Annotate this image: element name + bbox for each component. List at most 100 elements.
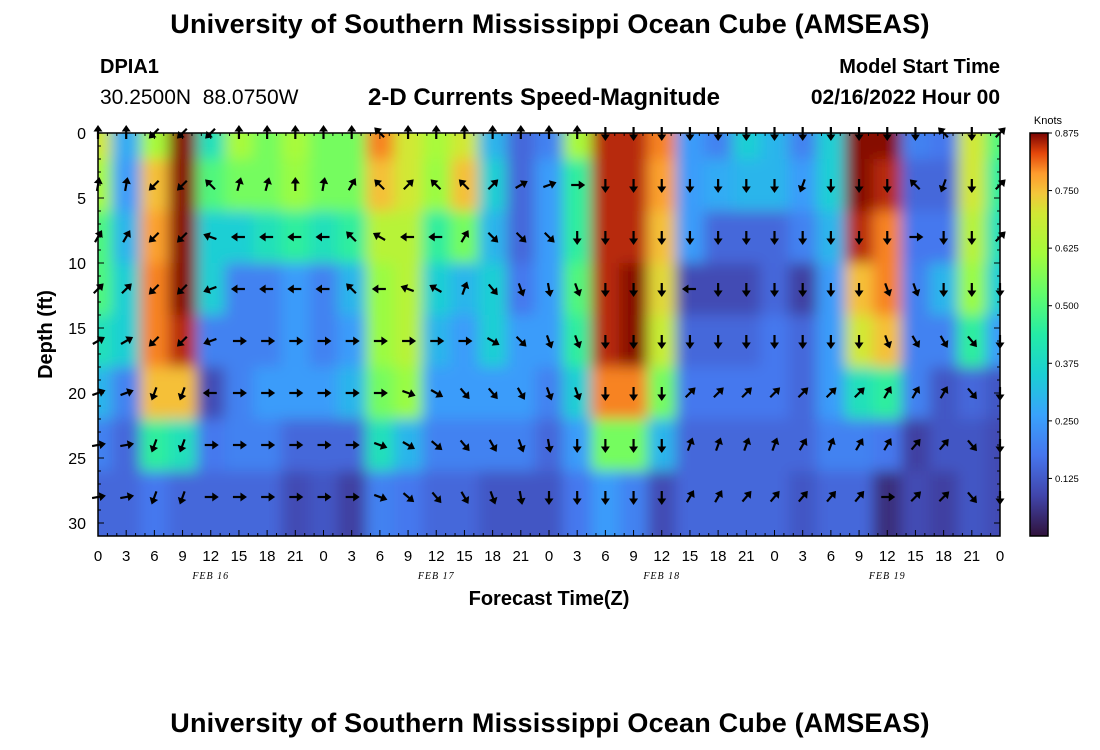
x-tick-label: 9 — [178, 548, 186, 565]
current-arrow — [544, 438, 554, 453]
current-arrow — [148, 283, 160, 295]
current-arrow — [290, 177, 300, 191]
x-tick-label: 18 — [259, 548, 276, 565]
x-tick-label: 21 — [512, 548, 529, 565]
current-arrow — [572, 491, 582, 505]
colorbar-unit: Knots — [1034, 115, 1063, 127]
current-arrow — [685, 335, 695, 349]
current-arrow — [261, 388, 276, 398]
heat-cell — [98, 159, 113, 212]
heat-cell — [112, 471, 141, 536]
heat-cell — [985, 367, 1000, 420]
current-arrow — [657, 179, 667, 193]
heat-cell — [760, 471, 790, 536]
x-tick-label: 3 — [348, 548, 356, 565]
current-arrow — [854, 283, 864, 297]
current-arrow — [854, 335, 864, 349]
heat-cell — [112, 133, 141, 160]
current-arrow — [289, 388, 304, 398]
current-arrow — [741, 179, 751, 193]
current-arrow — [572, 231, 582, 245]
current-arrow — [827, 437, 836, 452]
current-arrow — [938, 178, 948, 193]
current-arrow — [826, 490, 837, 503]
heat-cell — [478, 133, 508, 160]
current-arrow — [515, 335, 527, 347]
current-arrow — [460, 281, 470, 296]
heat-cell — [196, 471, 226, 536]
x-tick-label: 3 — [122, 548, 130, 565]
current-arrow — [317, 336, 332, 346]
current-arrow — [629, 387, 639, 401]
current-arrow — [713, 283, 723, 297]
current-arrow — [177, 386, 187, 401]
current-arrow — [714, 437, 723, 452]
current-arrow — [881, 492, 896, 502]
model-start-label: Model Start Time — [839, 56, 1000, 78]
heat-cell — [337, 133, 367, 160]
heat-cell — [253, 133, 282, 160]
current-arrow — [600, 439, 610, 453]
y-tick-label: 20 — [68, 386, 86, 403]
current-arrow — [629, 283, 639, 297]
heat-cell — [732, 133, 761, 160]
current-arrow — [315, 232, 330, 242]
heat-cell — [647, 133, 677, 160]
current-arrow — [629, 335, 639, 349]
current-arrow — [263, 177, 272, 192]
heat-cell — [844, 471, 874, 536]
current-arrow — [713, 335, 723, 349]
current-arrow — [797, 387, 809, 399]
current-arrow — [345, 388, 360, 398]
current-arrow — [487, 283, 498, 296]
heat-cell — [957, 133, 987, 160]
current-arrow — [909, 179, 921, 191]
current-arrow — [938, 438, 949, 451]
current-arrow — [571, 180, 586, 190]
heat-cell — [393, 133, 423, 160]
current-arrow — [826, 179, 836, 193]
x-tick-label: 6 — [150, 548, 158, 565]
current-arrow — [939, 231, 949, 245]
date-label: FEB 17 — [417, 571, 455, 582]
current-arrow — [769, 387, 781, 399]
colorbar-tick-label: 0.625 — [1055, 244, 1079, 255]
current-arrow — [657, 491, 667, 505]
current-arrow — [459, 387, 470, 400]
current-arrow — [770, 231, 779, 245]
heat-cell — [534, 471, 564, 536]
current-arrow — [770, 335, 779, 349]
heat-cell — [224, 471, 254, 536]
heat-cell — [873, 133, 902, 160]
x-tick-label: 18 — [935, 548, 952, 565]
x-tick-label: 9 — [629, 548, 637, 565]
heat-cell — [675, 471, 705, 536]
current-arrow — [122, 230, 131, 243]
x-tick-label: 6 — [601, 548, 609, 565]
current-arrow — [855, 438, 864, 451]
current-arrow — [797, 490, 808, 503]
current-arrow — [458, 336, 473, 346]
x-tick-label: 12 — [428, 548, 445, 565]
current-arrow — [204, 440, 219, 450]
x-tick-label: 21 — [738, 548, 755, 565]
current-arrow — [939, 386, 949, 399]
current-arrow — [517, 438, 526, 453]
heat-cell — [422, 471, 451, 536]
colorbar-tick-label: 0.750 — [1055, 186, 1079, 197]
current-arrow — [685, 231, 695, 245]
current-arrow — [883, 438, 892, 451]
current-arrow — [458, 179, 470, 191]
current-arrow — [600, 387, 610, 401]
x-tick-label: 9 — [404, 548, 412, 565]
current-arrow — [487, 179, 499, 191]
current-arrow — [600, 491, 610, 505]
current-arrow — [287, 284, 302, 294]
station-coords: 30.2500N 88.0750W — [100, 86, 299, 109]
heat-cell — [337, 471, 367, 536]
current-arrow — [517, 282, 526, 297]
x-tick-label: 21 — [963, 548, 980, 565]
x-tick-label: 12 — [202, 548, 219, 565]
current-arrow — [910, 491, 922, 503]
current-arrow — [430, 179, 442, 191]
